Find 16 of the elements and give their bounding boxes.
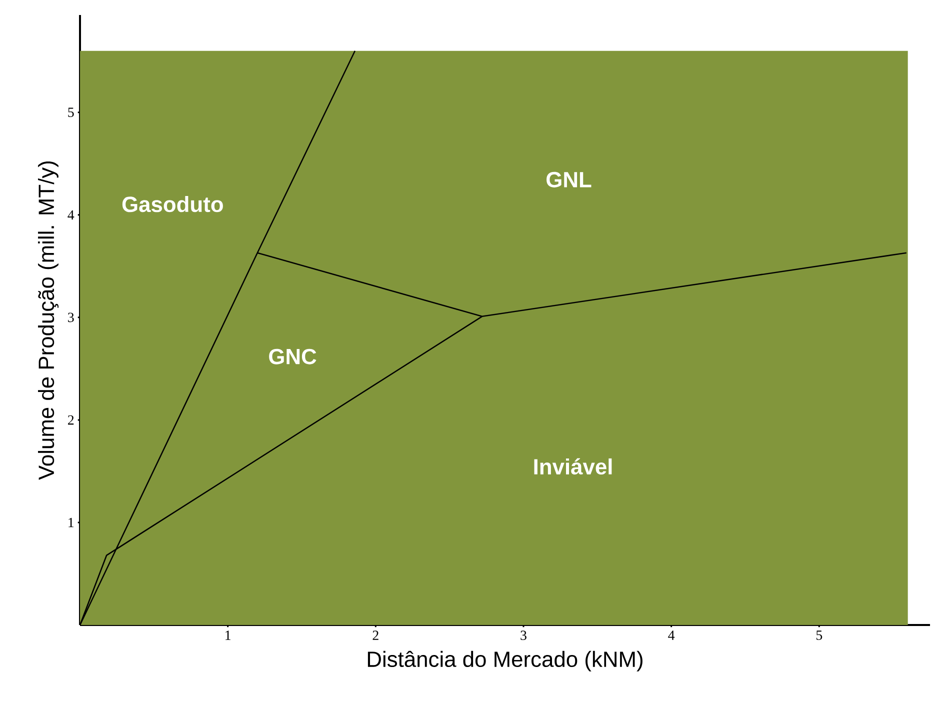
annotation: Inviável <box>534 458 612 475</box>
x-tick-label: 5 <box>816 630 822 640</box>
annotation: Gasoduto <box>122 196 223 212</box>
x-axis-title: Distância do Mercado (kNM) <box>368 650 642 672</box>
x-tick-label: 4 <box>668 630 675 640</box>
y-tick-label: 1 <box>68 518 74 528</box>
x-tick-label: 2 <box>372 630 378 640</box>
annotation: GNL <box>546 172 592 188</box>
annotation: GNC <box>269 348 316 364</box>
x-tick-label: 1 <box>226 630 230 640</box>
x-tick-label: 3 <box>520 630 526 640</box>
y-tick-label: 5 <box>68 108 74 118</box>
y-tick-label: 2 <box>68 415 74 425</box>
y-tick-label: 4 <box>68 210 74 220</box>
y-axis-title: Volume de Produção (mill. MT/y) <box>38 161 59 480</box>
y-tick-label: 3 <box>68 312 74 322</box>
